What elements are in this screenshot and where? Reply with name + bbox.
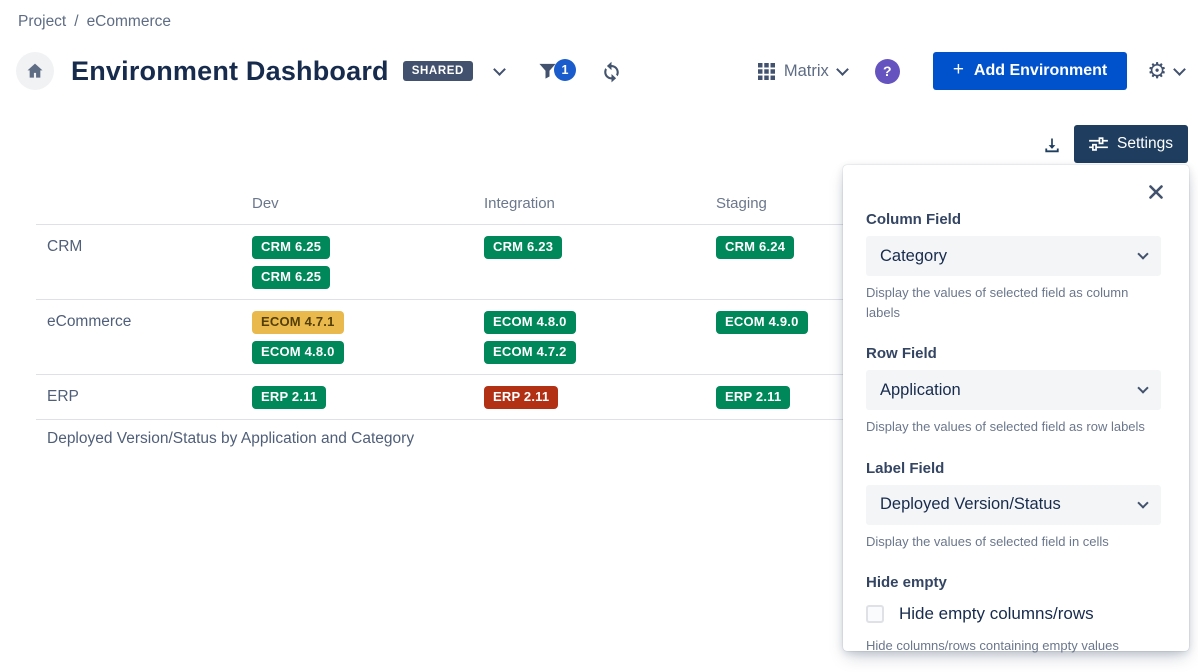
settings-button-label: Settings: [1116, 135, 1173, 152]
view-chevron-down-icon: [835, 63, 849, 76]
column-field-help: Display the values of selected field as …: [866, 285, 1129, 320]
gear-icon: ⚙: [1147, 58, 1167, 83]
page-settings-menu[interactable]: ⚙: [1147, 58, 1186, 83]
hide-empty-checkbox[interactable]: [866, 605, 884, 623]
download-button[interactable]: [1042, 136, 1062, 156]
label-field-select[interactable]: Deployed Version/Status: [866, 484, 1161, 525]
filter-count-badge: 1: [553, 59, 576, 81]
version-badge[interactable]: CRM 6.25: [252, 265, 331, 289]
matrix-toolbar: Settings: [1042, 125, 1188, 163]
row-label: CRM: [47, 238, 83, 255]
row-label: ERP: [47, 387, 79, 405]
gear-chevron-down-icon: [1173, 63, 1186, 76]
version-badge[interactable]: ECOM 4.8.0: [252, 340, 344, 364]
version-badge[interactable]: ERP 2.11: [252, 385, 327, 409]
matrix-corner-cell: [36, 195, 252, 224]
plus-icon: +: [952, 59, 964, 80]
matrix-cell: ERP 2.11: [252, 385, 484, 409]
table-row: ERP ERP 2.11 ERP 2.11 ERP 2.11: [36, 375, 1162, 420]
breadcrumb: Project / eCommerce: [18, 13, 171, 31]
table-row: CRM CRM 6.25 CRM 6.25 CRM 6.23 CRM 6.24: [36, 225, 1162, 300]
version-badge[interactable]: ERP 2.11: [716, 385, 791, 409]
home-icon: [27, 63, 43, 78]
title-chevron-down-icon[interactable]: [493, 62, 506, 76]
row-label: eCommerce: [47, 312, 132, 330]
home-button[interactable]: [16, 52, 54, 90]
settings-panel: Column Field Category Display the values o…: [843, 165, 1189, 653]
matrix-cell: CRM 6.24: [716, 236, 948, 289]
version-badge[interactable]: ECOM 4.7.2: [484, 340, 576, 364]
column-header-integration: Integration: [484, 195, 555, 212]
version-badge[interactable]: ERP 2.11: [484, 385, 559, 409]
hide-empty-checkbox-label: Hide empty columns/rows: [899, 604, 1094, 623]
matrix-cell: ECOM 4.8.0 ECOM 4.7.2: [484, 310, 716, 364]
version-badge[interactable]: ECOM 4.8.0: [484, 310, 576, 334]
refresh-button[interactable]: [600, 60, 623, 83]
filter-funnel-icon: [539, 63, 556, 79]
version-badge[interactable]: CRM 6.25: [252, 236, 331, 259]
matrix-caption: Deployed Version/Status by Application a…: [47, 430, 415, 447]
column-header-dev: Dev: [252, 195, 279, 212]
column-header-staging: Staging: [716, 195, 767, 212]
column-field-select[interactable]: Category: [866, 236, 1161, 276]
table-row: eCommerce ECOM 4.7.1 ECOM 4.8.0 ECOM 4.8.0 E…: [36, 300, 1162, 375]
row-field-label: Row Field: [866, 345, 937, 362]
column-field-value: Category: [880, 246, 947, 265]
page-title: Environment Dashboard: [71, 55, 389, 86]
matrix-header-row: Dev Integration Staging: [36, 195, 1162, 225]
settings-button[interactable]: Settings: [1073, 125, 1188, 163]
matrix-cell: ECOM 4.7.1 ECOM 4.8.0: [252, 310, 484, 364]
matrix-cell: ERP 2.11: [484, 385, 716, 409]
label-field-label: Label Field: [866, 459, 945, 477]
breadcrumb-ecommerce[interactable]: eCommerce: [86, 13, 171, 30]
close-button[interactable]: [1149, 185, 1163, 199]
breadcrumb-project[interactable]: Project: [18, 13, 67, 30]
refresh-icon: [604, 61, 619, 82]
shared-badge: SHARED: [402, 61, 473, 81]
help-button[interactable]: ?: [874, 58, 900, 84]
chevron-down-icon: [1137, 248, 1149, 260]
row-field-select[interactable]: Application: [866, 370, 1161, 410]
matrix-cell: ERP 2.11: [716, 385, 948, 409]
breadcrumb-separator: /: [74, 13, 79, 30]
matrix-cell: CRM 6.23: [484, 236, 716, 289]
version-badge[interactable]: ECOM 4.7.1: [252, 310, 344, 334]
version-badge[interactable]: ECOM 4.9.0: [716, 310, 808, 334]
hide-empty-label: Hide empty: [866, 574, 947, 591]
page-header: Environment Dashboard SHARED 1 Matrix: [16, 50, 1186, 92]
hide-empty-checkbox-row[interactable]: Hide empty columns/rows: [866, 604, 1161, 624]
matrix-cell: ECOM 4.9.0: [716, 310, 948, 364]
column-field-label: Column Field: [866, 211, 961, 228]
add-environment-button[interactable]: + Add Environment: [932, 52, 1128, 90]
close-icon: [1149, 185, 1163, 199]
chevron-down-icon: [1137, 382, 1149, 394]
version-badge[interactable]: CRM 6.23: [484, 236, 563, 259]
label-field-help: Display the values of selected field in …: [866, 533, 1109, 549]
filter-button[interactable]: 1: [538, 59, 576, 81]
view-selector-label: Matrix: [783, 61, 829, 80]
download-icon: [1045, 138, 1059, 153]
hide-empty-help: Hide columns/rows containing empty value…: [866, 638, 1119, 653]
question-mark-icon: ?: [883, 63, 892, 79]
row-field-value: Application: [880, 380, 961, 399]
matrix-table: Dev Integration Staging CRM CRM 6.25 CRM 6.25…: [36, 195, 1162, 420]
add-environment-label: Add Environment: [973, 62, 1108, 79]
row-field-help: Display the values of selected field as …: [866, 419, 1145, 434]
matrix-cell: CRM 6.25 CRM 6.25: [252, 236, 484, 289]
view-selector[interactable]: Matrix: [757, 61, 849, 81]
version-badge[interactable]: CRM 6.24: [716, 236, 795, 259]
label-field-value: Deployed Version/Status: [880, 495, 1061, 513]
matrix-grid-icon: [757, 62, 775, 80]
sliders-icon: [1089, 136, 1108, 151]
settings-fields: Column Field Category Display the values o…: [866, 211, 1161, 551]
chevron-down-icon: [1137, 496, 1149, 509]
